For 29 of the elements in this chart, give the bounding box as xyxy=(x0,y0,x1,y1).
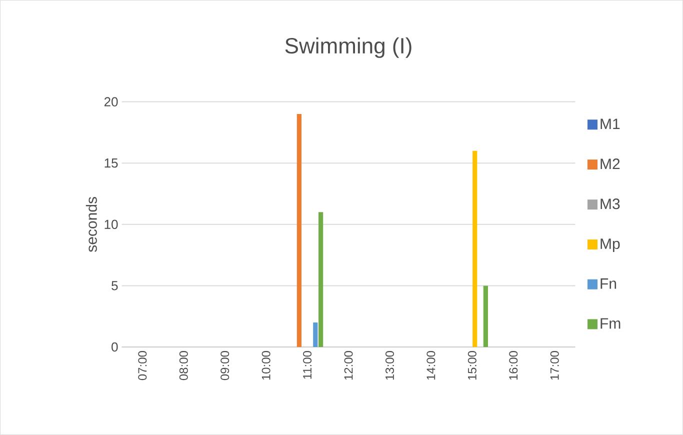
x-tick-label: 10:00 xyxy=(262,351,270,380)
legend-label: Mp xyxy=(600,238,620,252)
x-tick-label: 15:00 xyxy=(468,351,476,380)
legend-label: M2 xyxy=(600,158,620,170)
x-tick-label: 09:00 xyxy=(220,351,230,380)
x-tick-label: 12:00 xyxy=(344,351,353,380)
x-tick-label: 14:00 xyxy=(426,351,436,380)
bar xyxy=(483,286,488,348)
y-axis-title: seconds xyxy=(86,197,97,252)
legend-label: M1 xyxy=(600,118,620,130)
x-tick-label: 07:00 xyxy=(138,351,147,380)
chart-title: Swimming (I) xyxy=(285,37,412,58)
legend-label: Fn xyxy=(600,278,616,289)
bar xyxy=(313,322,318,348)
bar xyxy=(296,114,302,348)
x-tick-label: 08:00 xyxy=(179,351,188,380)
y-tick-label: 0 xyxy=(112,342,118,352)
y-tick-label: 15 xyxy=(104,158,118,168)
legend-label: M3 xyxy=(600,198,620,210)
bar xyxy=(318,212,324,348)
y-tick-label: 10 xyxy=(104,220,118,230)
x-tick-label: 16:00 xyxy=(509,351,518,380)
x-tick-label: 17:00 xyxy=(550,351,559,380)
y-tick-label: 20 xyxy=(104,97,118,107)
bar xyxy=(472,150,478,348)
y-tick-label: 5 xyxy=(112,281,118,290)
legend-label: Fm xyxy=(600,318,620,329)
x-tick-label: 11:00 xyxy=(303,351,312,379)
x-tick-label: 13:00 xyxy=(385,351,394,380)
